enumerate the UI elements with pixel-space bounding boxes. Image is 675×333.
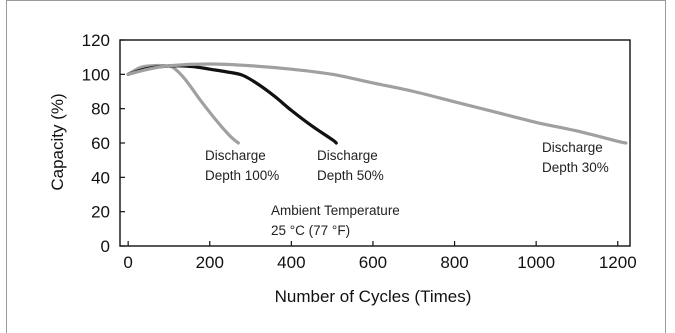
annotation-depth-30-line2: Depth 30% [542,160,609,175]
series-depth-100-line [126,63,240,145]
x-tick-label: 1200 [599,253,637,272]
annotation-ambient-line2: 25 °C (77 °F) [271,223,350,238]
x-tick-label: 200 [196,253,224,272]
x-tick-label: 1000 [517,253,555,272]
x-tick-label: 800 [440,253,468,272]
ticks-layer: 0 200 400 600 800 1000 1200 0 20 40 60 80 100 120 [82,31,637,272]
x-tick-label: 400 [277,253,305,272]
y-axis-label: Capacity (%) [48,93,67,190]
series-depth-30-line [126,62,628,145]
x-axis-label: Number of Cycles (Times) [275,287,472,306]
annotation-depth-30-line1: Discharge [542,140,603,155]
y-tick-label: 80 [91,100,110,119]
y-tick-label: 20 [91,203,110,222]
x-tick-label: 600 [359,253,387,272]
annotation-depth-100-line2: Depth 100% [205,168,279,183]
annotation-depth-50-line2: Depth 50% [317,168,384,183]
annotation-depth-100-line1: Discharge [205,148,266,163]
y-tick-label: 100 [82,65,110,84]
x-tick-label: 0 [123,253,132,272]
y-tick-label: 40 [91,168,110,187]
annotation-depth-50-line1: Discharge [317,148,378,163]
y-tick-label: 60 [91,134,110,153]
y-tick-label: 120 [82,31,110,50]
chart-frame [6,0,666,333]
y-tick-label: 0 [101,237,110,256]
series-depth-50-line [126,64,338,145]
plot-area [119,39,631,247]
series-layer [126,62,628,145]
annotation-ambient-line1: Ambient Temperature [271,203,400,218]
